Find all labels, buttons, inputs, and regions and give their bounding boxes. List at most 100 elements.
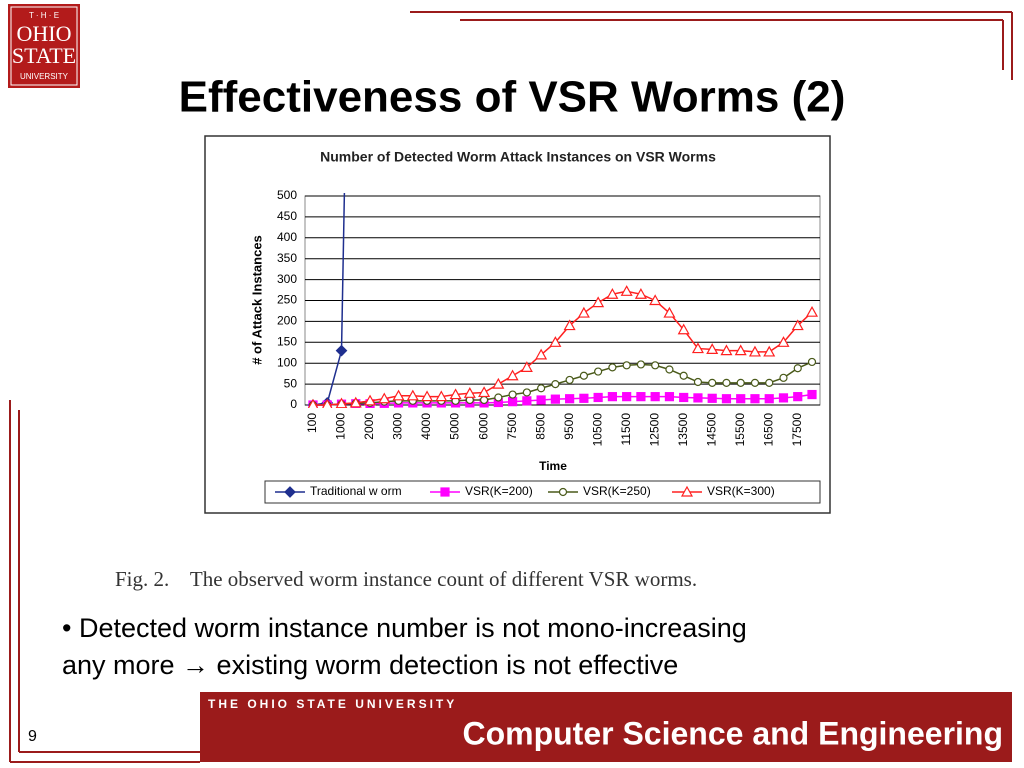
marker <box>579 371 588 380</box>
chart: 0 50 100 150 200 250 300 350 400 450 500 100 1000 200… <box>275 188 821 498</box>
y-tick-label: 250 <box>277 293 297 307</box>
y-tick-label: 0 <box>290 397 297 411</box>
marker <box>779 373 788 382</box>
marker <box>677 323 690 335</box>
x-tick-label: 5000 <box>448 413 462 440</box>
marker <box>508 390 517 399</box>
marker <box>508 397 518 407</box>
x-tick-label: 7500 <box>505 413 519 440</box>
marker <box>650 392 660 402</box>
x-tick-label: 8500 <box>533 413 547 440</box>
marker <box>620 285 633 296</box>
x-tick-label: 13500 <box>676 413 690 447</box>
marker <box>748 345 761 357</box>
footer-department: Computer Science and Engineering <box>462 715 1003 751</box>
marker <box>679 371 688 380</box>
marker <box>349 396 362 408</box>
marker <box>392 389 405 401</box>
marker <box>708 378 717 387</box>
marker <box>478 386 491 398</box>
x-tick-label: 10500 <box>590 413 604 447</box>
x-tick-label: 100 <box>305 413 319 433</box>
chart-title: Number of Detected Worm Attack Instances… <box>320 149 716 165</box>
logo-border <box>10 6 78 86</box>
marker <box>793 364 802 373</box>
x-tick-label: 2000 <box>362 413 376 440</box>
logo-text: T · H · E <box>29 11 59 20</box>
marker <box>435 390 448 402</box>
marker <box>649 294 662 306</box>
marker <box>807 357 817 367</box>
y-tick-label: 200 <box>277 314 297 328</box>
x-tick-label: 12500 <box>647 413 661 447</box>
marker <box>636 360 646 369</box>
y-tick-label: 50 <box>284 376 298 390</box>
marker <box>535 348 548 360</box>
marker <box>665 365 674 374</box>
marker <box>707 393 717 403</box>
marker <box>520 361 533 372</box>
marker <box>622 392 632 402</box>
y-tick-label: 300 <box>277 272 297 286</box>
marker <box>449 388 462 400</box>
x-tick-label: 17500 <box>790 413 804 447</box>
marker <box>335 397 348 408</box>
marker <box>706 343 719 355</box>
footer-bar <box>200 692 1012 762</box>
marker <box>679 392 689 403</box>
marker <box>791 319 804 331</box>
x-tick-label: 14500 <box>704 413 718 447</box>
marker <box>765 378 774 387</box>
marker <box>736 394 746 404</box>
marker <box>565 394 575 404</box>
marker <box>680 485 694 497</box>
marker <box>536 395 546 405</box>
marker <box>606 287 619 299</box>
x-tick-label: 11500 <box>619 413 633 446</box>
marker <box>721 394 732 404</box>
slide-title: Effectiveness of VSR Worms (2) <box>179 73 846 122</box>
marker <box>551 380 560 389</box>
marker <box>492 377 505 389</box>
x-tick-label: 6000 <box>476 413 490 440</box>
logo-text: OHIO <box>17 21 72 46</box>
marker <box>720 344 733 356</box>
marker <box>550 394 560 404</box>
series-line <box>312 193 346 406</box>
x-tick-label: 15500 <box>733 413 747 447</box>
plot-series <box>307 193 819 408</box>
marker <box>693 377 703 387</box>
marker <box>563 319 576 331</box>
marker <box>322 398 333 408</box>
marker <box>506 369 519 381</box>
legend-label: VSR(K=250) <box>583 484 651 498</box>
marker <box>537 384 546 393</box>
logo <box>8 4 80 88</box>
marker <box>494 393 503 402</box>
marker <box>406 389 419 401</box>
marker <box>558 487 568 497</box>
x-axis-label: Time <box>539 459 567 473</box>
marker <box>307 398 319 408</box>
marker <box>777 336 790 347</box>
y-tick-label: 350 <box>277 251 297 265</box>
marker <box>378 392 391 404</box>
logo-text: STATE <box>12 43 76 68</box>
marker <box>750 378 760 387</box>
x-tick-label: 16500 <box>761 413 775 447</box>
bullet-text: any more → existing worm detection is no… <box>62 650 678 680</box>
marker <box>593 392 603 403</box>
x-tick-label: 9500 <box>562 413 576 440</box>
marker <box>736 378 745 387</box>
marker <box>592 296 605 308</box>
marker <box>335 344 348 357</box>
x-tick-label: 1000 <box>334 413 348 440</box>
marker <box>479 395 489 405</box>
marker <box>722 378 731 387</box>
marker <box>664 392 675 402</box>
page-number: 9 <box>28 728 37 745</box>
y-tick-label: 500 <box>277 188 297 202</box>
marker <box>565 375 574 385</box>
